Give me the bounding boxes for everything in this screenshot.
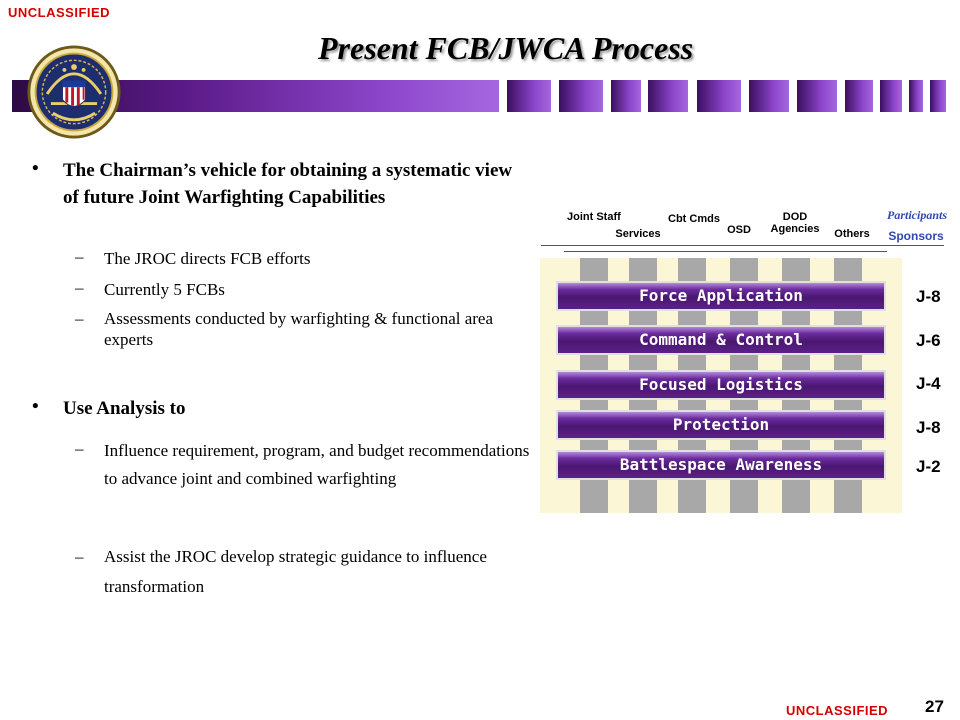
participants-label: Participants	[886, 208, 947, 222]
sponsor-code: J-2	[916, 457, 941, 476]
sponsor-code: J-4	[916, 374, 941, 393]
joint-chiefs-seal-icon	[27, 45, 121, 139]
bullet-use-analysis: Use Analysis to	[63, 398, 186, 419]
sub-bullet-marker: –	[75, 278, 84, 297]
header-block	[930, 80, 946, 112]
sponsor-code: J-8	[916, 287, 941, 306]
header-block	[749, 80, 789, 112]
bullet-marker: •	[32, 396, 39, 417]
sub-bullet-marker: –	[75, 439, 84, 458]
fcb-bar-protection: Protection	[556, 410, 886, 440]
bullet-chairmans-vehicle: The Chairman’s vehicle for obtaining a s…	[63, 160, 513, 208]
column-header-osd: OSD	[727, 224, 751, 236]
header-block	[559, 80, 603, 112]
sub-bullet-currently-5: Currently 5 FCBs	[104, 280, 225, 299]
sponsors-label: Sponsors	[888, 229, 944, 243]
classification-top: UNCLASSIFIED	[8, 5, 111, 20]
header-block	[648, 80, 688, 112]
sub-bullet-marker: –	[75, 547, 84, 566]
sub-bullet-assist-jroc: Assist the JROC develop strategic guidan…	[104, 547, 487, 596]
header-block	[909, 80, 923, 112]
header-block	[797, 80, 837, 112]
sponsor-code: J-6	[916, 331, 941, 350]
classification-bottom: UNCLASSIFIED	[786, 703, 889, 718]
header-divider-inner	[564, 251, 887, 252]
column-header-services: Services	[615, 228, 661, 240]
fcb-bar-command-control: Command & Control	[556, 325, 886, 355]
sub-bullet-jroc-directs: The JROC directs FCB efforts	[104, 249, 311, 268]
page-number: 27	[925, 697, 944, 716]
fcb-bar-focused-logistics: Focused Logistics	[556, 370, 886, 400]
bullet-marker: •	[32, 158, 39, 179]
sub-bullet-influence: Influence requirement, program, and budg…	[104, 441, 530, 488]
slide-title: Present FCB/JWCA Process	[318, 30, 694, 66]
header-divider	[541, 245, 944, 246]
header-block	[880, 80, 902, 112]
sub-bullet-assessments: Assessments conducted by warfighting & f…	[104, 309, 494, 349]
column-header-dod-agencies: DOD Agencies	[770, 211, 820, 235]
column-header-joint-staff: Joint Staff	[567, 211, 621, 223]
column-header-others: Others	[834, 228, 870, 240]
fcb-bar-battlespace-awareness: Battlespace Awareness	[556, 450, 886, 480]
sub-bullet-marker: –	[75, 309, 84, 328]
header-block	[507, 80, 551, 112]
sponsor-code: J-8	[916, 418, 941, 437]
header-block	[611, 80, 641, 112]
sub-bullet-marker: –	[75, 247, 84, 266]
fcb-bar-force-application: Force Application	[556, 281, 886, 311]
header-block	[845, 80, 873, 112]
header-block	[697, 80, 741, 112]
column-header-cbt-cmds: Cbt Cmds	[668, 213, 720, 225]
